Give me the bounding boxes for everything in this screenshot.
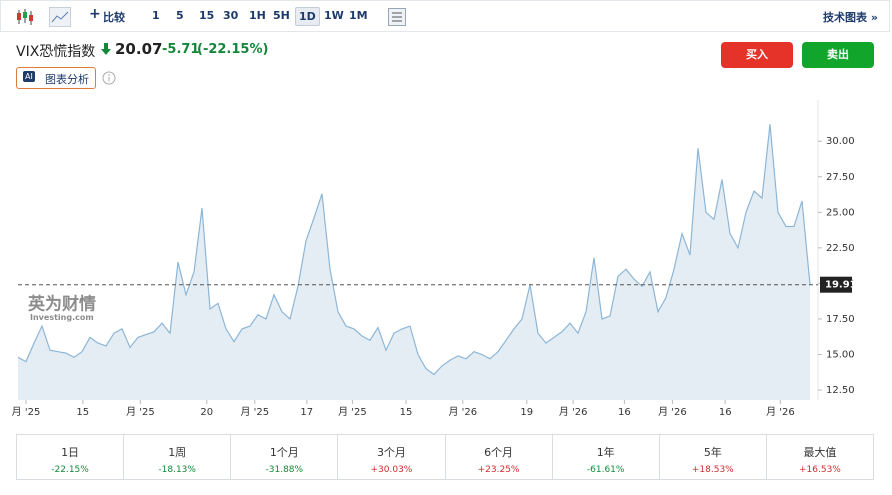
y-tick-label: 27.50 <box>826 172 855 183</box>
change: -5.71 <box>162 42 200 57</box>
chart: 12.5015.0017.5020.0022.5025.0027.5030.00… <box>12 100 857 418</box>
period-change: +30.03% <box>370 465 413 475</box>
period: 1周 <box>168 446 187 459</box>
y-tick-label: 15.00 <box>826 350 855 361</box>
x-tick-label: 19 <box>520 407 533 418</box>
x-tick-label: 月 '25 <box>126 406 155 418</box>
interval[interactable]: 1H <box>249 9 266 22</box>
tech-chart-link[interactable]: 技术图表 » <box>823 11 878 24</box>
period: 1日 <box>61 446 80 459</box>
watermark-sub: Investing.com <box>30 313 94 322</box>
last-price-label: 19.91 <box>825 280 857 291</box>
info-icon[interactable] <box>102 71 116 85</box>
interval[interactable]: 1D <box>295 7 320 26</box>
sell-button[interactable]: 卖出 <box>802 42 874 68</box>
area-icon[interactable] <box>49 7 71 27</box>
compare[interactable]: 比较 <box>103 11 125 24</box>
performance-cell: 1周 -18.13% <box>123 435 230 479</box>
instrument-name: VIX恐慌指数 <box>16 44 96 60</box>
x-tick-label: 16 <box>719 407 732 418</box>
down-arrow <box>101 43 111 55</box>
x-tick-label: 月 '26 <box>658 406 687 418</box>
x-tick-label: 15 <box>400 407 413 418</box>
area-fill <box>18 124 810 400</box>
period: 6个月 <box>484 446 514 459</box>
x-tick-label: 月 '26 <box>448 406 477 418</box>
x-tick-label: 15 <box>76 407 89 418</box>
x-tick-label: 月 '25 <box>338 406 367 418</box>
period-change: +18.53% <box>691 465 734 475</box>
performance-cell: 1年 -61.61% <box>551 435 659 479</box>
performance-cell: 1日 -22.15% <box>17 435 123 479</box>
period: 3个月 <box>376 446 406 459</box>
ai-text: 图表分析 <box>45 73 89 86</box>
y-tick-label: 22.50 <box>826 243 855 254</box>
y-tick-label: 12.50 <box>826 385 855 396</box>
ai-badge: AI <box>23 71 35 82</box>
x-tick-label: 16 <box>618 407 631 418</box>
last-price-box <box>820 276 852 293</box>
period-change: -18.13% <box>158 465 196 475</box>
interval[interactable]: 15 <box>199 9 215 22</box>
period: 1年 <box>596 446 615 459</box>
x-tick-label: 17 <box>300 407 313 418</box>
x-tick-label: 20 <box>200 407 213 418</box>
performance-cell: 5年 +18.53% <box>658 435 766 479</box>
price: 20.07 <box>115 40 163 58</box>
interval[interactable]: 1M <box>349 9 368 22</box>
x-tick-label: 月 '26 <box>559 406 588 418</box>
performance-cell: 1个月 -31.88% <box>230 435 337 479</box>
period-change: -61.61% <box>586 465 625 475</box>
toolbar: + 比较 1 5 15 30 1H 5H 1D 1W 1M 技术图表 » <box>0 0 890 32</box>
period: 1个月 <box>269 446 299 459</box>
interval[interactable]: 5H <box>273 9 290 22</box>
interval[interactable]: 1 <box>152 9 160 22</box>
y-tick-label: 17.50 <box>826 314 855 325</box>
plus-icon[interactable]: + <box>89 6 101 22</box>
y-tick-label: 30.00 <box>826 136 855 147</box>
watermark: 英为财情 <box>28 294 96 315</box>
interval[interactable]: 1W <box>324 9 344 22</box>
x-tick-label: 月 '25 <box>240 406 269 418</box>
period: 5年 <box>703 446 722 459</box>
period-change: +16.53% <box>799 465 841 475</box>
x-tick-label: 月 '26 <box>766 406 795 418</box>
candle-icon[interactable] <box>15 8 35 26</box>
table-icon[interactable] <box>388 8 406 26</box>
performance-table: 1日 -22.15% 1周 -18.13% 1个月 -31.88% 3个月 +30.03% 6个… <box>16 434 874 480</box>
period-change: -31.88% <box>265 465 304 475</box>
performance-cell: 3个月 +30.03% <box>337 435 444 479</box>
change-pct: (-22.15%) <box>197 42 269 57</box>
x-tick-label: 月 '25 <box>12 406 41 418</box>
ai-analysis-button[interactable]: AI 图表分析 <box>16 67 96 89</box>
performance-cell: 最大值 +16.53% <box>765 435 873 479</box>
period-change: -22.15% <box>51 465 89 475</box>
interval[interactable]: 5 <box>176 9 184 22</box>
period-change: +23.25% <box>477 465 520 475</box>
area-line <box>17 124 811 376</box>
period: 最大值 <box>803 446 837 459</box>
y-tick-label: 25.00 <box>826 207 855 218</box>
interval[interactable]: 30 <box>223 9 239 22</box>
buy-button[interactable]: 买入 <box>721 42 793 68</box>
performance-cell: 6个月 +23.25% <box>444 435 552 479</box>
